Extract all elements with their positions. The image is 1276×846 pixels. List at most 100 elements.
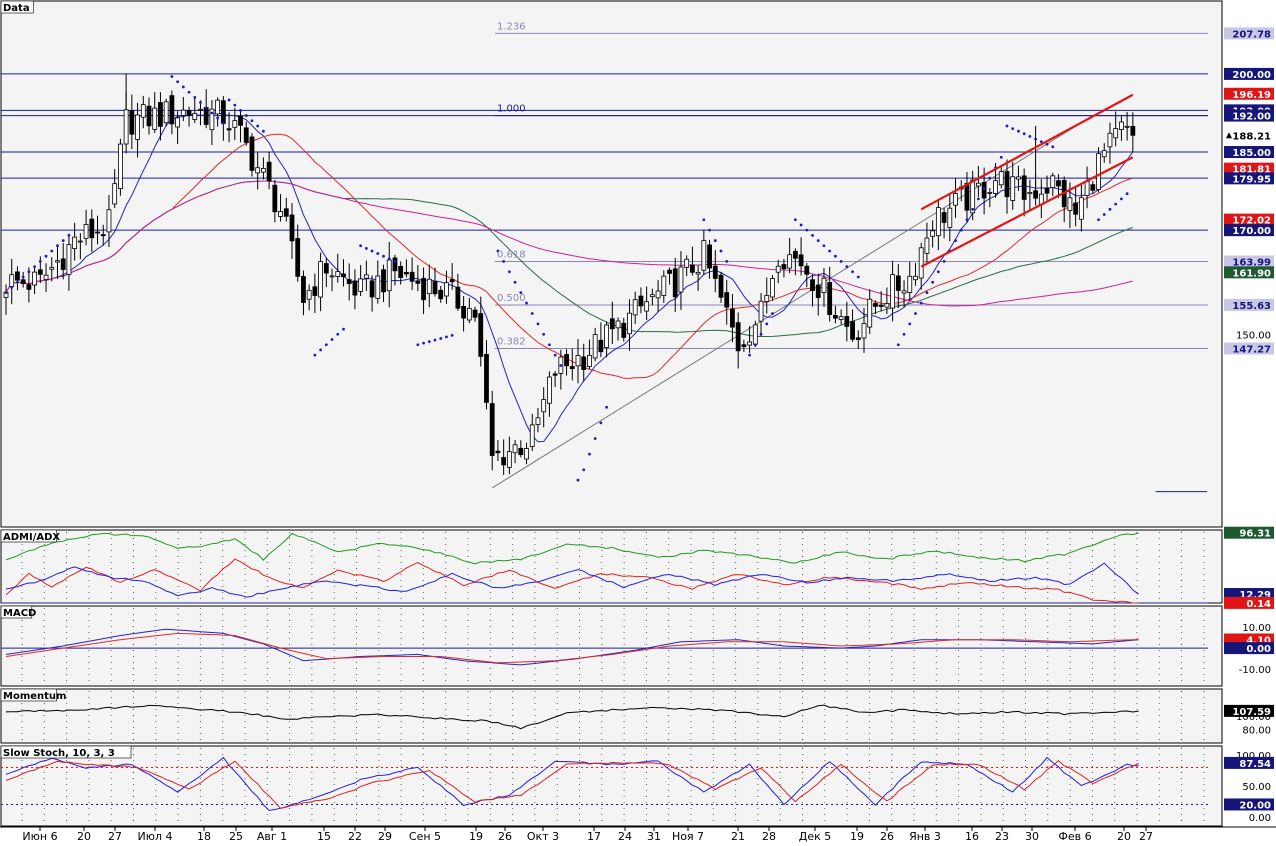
candle-body — [587, 354, 592, 367]
candle-body — [489, 403, 495, 456]
price-label-box — [1224, 213, 1274, 226]
sar-dot — [450, 333, 454, 337]
y-tick-label: 80.00 — [1242, 726, 1271, 737]
x-tick-label: 27 — [1139, 830, 1153, 842]
candle-body — [398, 266, 404, 278]
panel-title-box — [0, 745, 132, 759]
y-tick-label: 0.00 — [1249, 813, 1271, 824]
price-label-box — [1224, 129, 1274, 142]
candle-body — [529, 424, 535, 447]
candle-body — [192, 112, 198, 120]
candle-body — [930, 230, 936, 237]
x-tick-label: Ноя 7 — [672, 830, 704, 842]
sar-dot — [27, 270, 31, 274]
candle-body — [444, 282, 449, 297]
sar-dot — [839, 259, 843, 263]
candle-body — [186, 110, 192, 116]
moving-average-line — [5, 180, 1133, 307]
x-tick-label: 22 — [348, 830, 362, 842]
candle-body — [152, 107, 158, 130]
panel-title: Data — [3, 3, 30, 14]
price-label-box — [1224, 146, 1274, 159]
candle-body — [55, 260, 60, 263]
sar-dot — [239, 108, 242, 112]
candle-body — [815, 284, 821, 299]
candle-body — [83, 224, 89, 239]
candle-body — [106, 209, 112, 233]
candle-body — [781, 264, 787, 270]
candle-body — [775, 265, 781, 273]
candle-body — [118, 143, 123, 190]
indicator-label-box — [1224, 756, 1274, 769]
triangle-up-icon — [1226, 132, 1232, 139]
candle-body — [1113, 128, 1119, 139]
candle-body — [970, 179, 976, 214]
candle-body — [215, 99, 221, 115]
candle-body — [770, 278, 775, 298]
candle-body — [66, 244, 72, 275]
candle-body — [850, 321, 855, 340]
sar-dot — [799, 223, 803, 227]
sar-dot — [50, 249, 54, 253]
x-tick-label: 18 — [197, 830, 211, 842]
indicator-label: 12.29 — [1239, 590, 1271, 601]
candle-body — [821, 277, 827, 293]
sar-dot — [559, 364, 563, 367]
candle-body — [335, 271, 341, 277]
candle-body — [976, 182, 981, 187]
price-label-box — [1224, 172, 1274, 185]
candle-body — [89, 218, 95, 239]
candle-body — [135, 114, 140, 140]
panel-title-box — [0, 605, 33, 619]
price-label: 200.00 — [1232, 70, 1271, 81]
x-tick-label: 31 — [647, 830, 661, 842]
candle-body — [718, 274, 724, 298]
sar-dot — [262, 129, 265, 133]
candle-body — [301, 276, 306, 303]
sar-dot — [422, 341, 425, 345]
candle-body — [1004, 171, 1010, 198]
candle-body — [1078, 197, 1084, 220]
candle-body — [890, 274, 895, 309]
sar-dot — [599, 421, 603, 425]
sar-dot — [999, 155, 1003, 159]
candle-body — [43, 274, 49, 281]
sar-dot — [204, 106, 208, 110]
x-tick-label: 29 — [378, 830, 392, 842]
candle-body — [524, 448, 529, 460]
sar-dot — [605, 405, 608, 409]
price-label: 179.95 — [1232, 174, 1271, 185]
sar-dot — [216, 116, 220, 120]
sar-dot — [507, 270, 511, 274]
candle-body — [426, 278, 432, 295]
sar-dot — [319, 348, 322, 352]
sar-dot — [1034, 137, 1037, 141]
price-label: 185.00 — [1232, 148, 1271, 159]
x-tick-label: 24 — [618, 830, 632, 842]
sar-dot — [725, 259, 729, 263]
indicator-line — [5, 704, 1139, 730]
sar-dot — [931, 280, 935, 284]
sar-dot — [942, 259, 946, 263]
candle-body — [278, 211, 283, 217]
sar-dot — [822, 244, 826, 248]
indicator-label: 4.10 — [1246, 635, 1271, 646]
sar-dot — [793, 218, 797, 222]
sar-dot — [416, 343, 420, 347]
sar-dot — [936, 270, 940, 274]
sar-dot — [748, 353, 751, 357]
x-tick-label: 25 — [229, 830, 243, 842]
indicator-label: 20.00 — [1239, 800, 1271, 811]
sar-dot — [519, 291, 523, 295]
price-label-box — [1224, 255, 1274, 268]
x-tick-label: 20 — [77, 830, 91, 842]
panel-frame — [0, 745, 1223, 827]
candle-body — [701, 240, 707, 271]
sar-dot — [828, 249, 832, 253]
candle-body — [827, 282, 833, 315]
x-tick-label: Янв 3 — [909, 830, 941, 842]
indicator-line — [5, 558, 1139, 604]
candle-body — [375, 275, 381, 299]
candle-body — [123, 109, 129, 145]
candle-body — [855, 337, 861, 341]
